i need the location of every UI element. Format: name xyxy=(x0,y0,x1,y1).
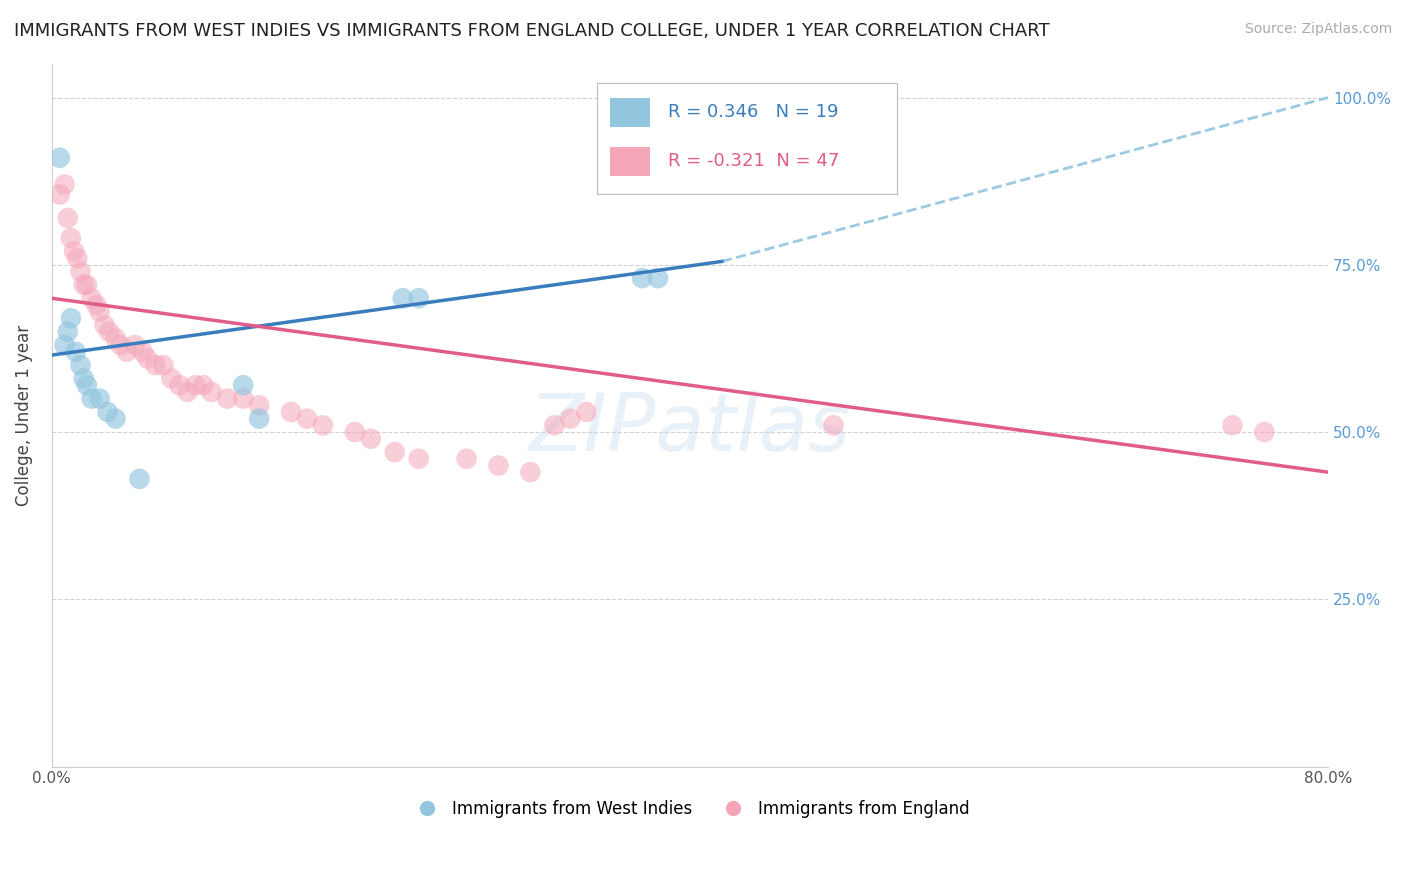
Point xyxy=(1253,425,1275,439)
Point xyxy=(232,392,254,406)
Point xyxy=(97,405,120,419)
Point xyxy=(575,405,598,419)
Point xyxy=(247,411,270,425)
Point xyxy=(647,271,669,285)
Point xyxy=(63,244,86,259)
Point xyxy=(312,418,335,433)
Point xyxy=(56,325,79,339)
Point xyxy=(69,358,91,372)
Point xyxy=(823,418,845,433)
Point xyxy=(66,251,89,265)
Text: R = 0.346   N = 19: R = 0.346 N = 19 xyxy=(668,103,839,120)
Legend: Immigrants from West Indies, Immigrants from England: Immigrants from West Indies, Immigrants … xyxy=(404,794,977,825)
Text: R = -0.321  N = 47: R = -0.321 N = 47 xyxy=(668,152,839,170)
Point xyxy=(93,318,115,332)
Point xyxy=(104,331,127,345)
Point xyxy=(560,411,582,425)
Point xyxy=(89,304,111,318)
Point xyxy=(408,451,430,466)
Point xyxy=(456,451,478,466)
Point xyxy=(408,291,430,305)
Point xyxy=(360,432,382,446)
Point xyxy=(65,344,87,359)
Point xyxy=(115,344,138,359)
Point xyxy=(193,378,215,392)
Point xyxy=(48,151,70,165)
Point xyxy=(343,425,366,439)
Point xyxy=(59,311,82,326)
Point xyxy=(247,398,270,412)
Point xyxy=(110,338,132,352)
Point xyxy=(631,271,654,285)
Point xyxy=(89,392,111,406)
Y-axis label: College, Under 1 year: College, Under 1 year xyxy=(15,325,32,506)
Point xyxy=(104,411,127,425)
Point xyxy=(98,325,121,339)
Point xyxy=(217,392,239,406)
Point xyxy=(128,472,150,486)
Point xyxy=(76,277,98,292)
Point xyxy=(543,418,565,433)
Point xyxy=(136,351,159,366)
Point xyxy=(384,445,406,459)
Point xyxy=(160,371,183,385)
Point xyxy=(145,358,167,372)
Text: Source: ZipAtlas.com: Source: ZipAtlas.com xyxy=(1244,22,1392,37)
Text: ZIPatlas: ZIPatlas xyxy=(529,391,851,468)
Point xyxy=(176,384,198,399)
Point xyxy=(131,344,153,359)
Point xyxy=(295,411,318,425)
Point xyxy=(152,358,174,372)
Point xyxy=(1222,418,1244,433)
Point xyxy=(391,291,413,305)
Point xyxy=(80,392,103,406)
Point xyxy=(76,378,98,392)
Point xyxy=(519,465,541,479)
Point xyxy=(69,264,91,278)
Text: IMMIGRANTS FROM WEST INDIES VS IMMIGRANTS FROM ENGLAND COLLEGE, UNDER 1 YEAR COR: IMMIGRANTS FROM WEST INDIES VS IMMIGRANT… xyxy=(14,22,1050,40)
Point xyxy=(232,378,254,392)
Point xyxy=(200,384,222,399)
Point xyxy=(488,458,510,473)
FancyBboxPatch shape xyxy=(610,147,651,177)
Point xyxy=(53,338,76,352)
Point xyxy=(56,211,79,225)
FancyBboxPatch shape xyxy=(610,98,651,128)
Point xyxy=(184,378,207,392)
Point xyxy=(48,187,70,202)
Point xyxy=(80,291,103,305)
Point xyxy=(73,277,96,292)
Point xyxy=(124,338,146,352)
Point xyxy=(169,378,191,392)
Point xyxy=(73,371,96,385)
Point xyxy=(53,178,76,192)
Point xyxy=(86,298,108,312)
FancyBboxPatch shape xyxy=(596,83,897,194)
Point xyxy=(280,405,302,419)
Point xyxy=(59,231,82,245)
